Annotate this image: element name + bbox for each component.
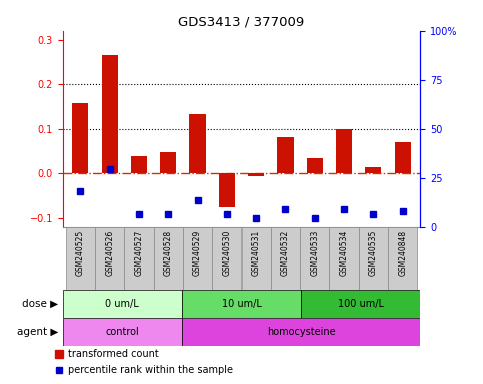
Text: 100 um/L: 100 um/L [338, 299, 384, 309]
Bar [388, 227, 417, 290]
Bar [182, 290, 301, 318]
Text: homocysteine: homocysteine [267, 327, 335, 337]
Text: GSM240535: GSM240535 [369, 230, 378, 276]
Bar [182, 318, 420, 346]
Text: GSM240528: GSM240528 [164, 230, 173, 276]
Bar [359, 227, 388, 290]
Bar [101, 55, 118, 174]
Text: GSM240525: GSM240525 [76, 230, 85, 276]
Text: percentile rank within the sample: percentile rank within the sample [68, 364, 233, 374]
Bar [219, 174, 235, 207]
Bar [212, 227, 242, 290]
Text: dose ▶: dose ▶ [22, 299, 58, 309]
Text: GSM240534: GSM240534 [340, 230, 349, 276]
Text: GSM240531: GSM240531 [252, 230, 261, 276]
Bar [160, 152, 176, 174]
Text: GSM240529: GSM240529 [193, 230, 202, 276]
Bar [277, 137, 294, 174]
Bar [271, 227, 300, 290]
Bar [63, 290, 182, 318]
Text: control: control [105, 327, 139, 337]
Text: transformed count: transformed count [68, 349, 159, 359]
Text: GSM240532: GSM240532 [281, 230, 290, 276]
Bar [154, 227, 183, 290]
Bar [72, 103, 88, 174]
Bar [300, 227, 329, 290]
Bar [248, 174, 264, 175]
Bar [131, 157, 147, 174]
Bar [63, 318, 182, 346]
Bar [66, 227, 95, 290]
Bar [183, 227, 212, 290]
Bar [395, 142, 411, 174]
Text: 0 um/L: 0 um/L [105, 299, 139, 309]
Text: GSM240848: GSM240848 [398, 230, 407, 276]
Bar [329, 227, 359, 290]
Text: GSM240527: GSM240527 [134, 230, 143, 276]
Title: GDS3413 / 377009: GDS3413 / 377009 [178, 15, 305, 28]
Text: GSM240526: GSM240526 [105, 230, 114, 276]
Text: GSM240533: GSM240533 [310, 230, 319, 276]
Bar [189, 114, 206, 174]
Bar [365, 167, 382, 174]
Bar [242, 227, 271, 290]
Bar [95, 227, 124, 290]
Bar [301, 290, 420, 318]
Bar [307, 158, 323, 174]
Bar [336, 129, 352, 174]
Text: agent ▶: agent ▶ [16, 327, 58, 337]
Bar [124, 227, 154, 290]
Text: 10 um/L: 10 um/L [222, 299, 261, 309]
Text: GSM240530: GSM240530 [222, 230, 231, 276]
